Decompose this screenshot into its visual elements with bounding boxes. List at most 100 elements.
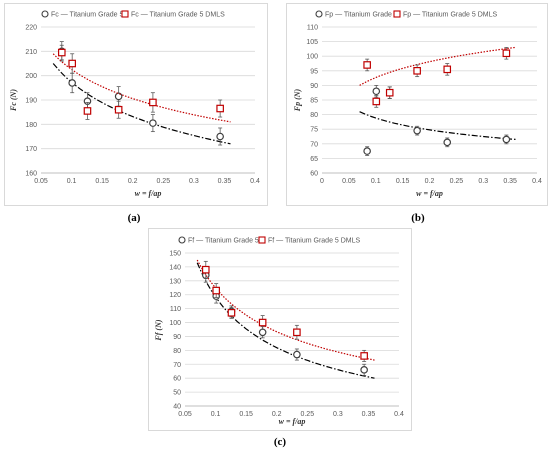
x-tick-label: 0.3 <box>189 178 199 185</box>
x-tick-label: 0.4 <box>532 178 542 185</box>
panel-caption-b: (b) <box>411 212 425 224</box>
x-tick-label: 0.4 <box>250 178 260 185</box>
y-tick-label: 210 <box>25 49 37 56</box>
data-point-grade5 <box>360 366 368 374</box>
data-point-dmls <box>216 104 224 113</box>
y-tick-label: 70 <box>173 362 181 369</box>
y-axis-label: Fp (N) <box>293 88 302 112</box>
data-point-dmls <box>114 105 123 114</box>
legend-label: Fc — Titanium Grade 5 DMLS <box>131 12 225 19</box>
y-tick-label: 150 <box>169 251 181 258</box>
trendline-grade5 <box>52 63 231 145</box>
x-tick-label: 0.4 <box>394 411 404 418</box>
data-point-dmls <box>360 352 368 360</box>
x-tick-label: 0 <box>320 178 324 185</box>
x-tick-label: 0.35 <box>503 178 517 185</box>
x-tick-label: 0.15 <box>95 178 109 185</box>
y-tick-label: 180 <box>25 122 37 129</box>
y-tick-label: 100 <box>306 54 318 61</box>
data-point-dmls <box>372 97 381 106</box>
y-tick-label: 80 <box>173 348 181 355</box>
y-tick-label: 70 <box>310 141 318 148</box>
data-point-dmls <box>201 265 210 274</box>
x-tick-label: 0.35 <box>362 411 376 418</box>
data-point-dmls <box>227 309 236 317</box>
x-axis-label: w = f/ap <box>135 189 162 198</box>
data-point-grade5 <box>258 328 267 337</box>
y-tick-label: 200 <box>25 73 37 80</box>
y-tick-label: 50 <box>173 390 181 397</box>
legend-label: Fp — Titanium Grade 5 <box>325 12 398 19</box>
x-tick-label: 0.3 <box>333 411 343 418</box>
data-point-dmls <box>413 66 421 75</box>
chart-frame-c <box>148 228 412 431</box>
y-axis-label: Ff (N) <box>154 319 163 341</box>
chart-frame-a <box>4 3 268 206</box>
y-tick-label: 160 <box>25 171 37 178</box>
trendline-dmls <box>196 259 375 361</box>
legend-marker-square <box>393 10 401 18</box>
x-tick-label: 0.1 <box>211 411 221 418</box>
y-tick-label: 105 <box>306 39 318 46</box>
data-point-dmls <box>258 318 267 327</box>
data-point-dmls <box>68 59 76 68</box>
trendline-grade5 <box>359 111 516 140</box>
x-tick-label: 0.05 <box>342 178 356 185</box>
legend-marker-circle <box>178 236 186 244</box>
data-point-dmls <box>385 88 394 97</box>
x-tick-label: 0.15 <box>239 411 253 418</box>
x-axis-label: w = f/ap <box>416 189 443 198</box>
data-point-grade5 <box>293 350 301 359</box>
chart-frame-b <box>286 3 548 206</box>
y-tick-label: 80 <box>310 112 318 119</box>
x-tick-label: 0.2 <box>128 178 138 185</box>
trendline-dmls <box>359 46 516 86</box>
panel-caption-c: (c) <box>273 436 287 448</box>
y-tick-label: 90 <box>173 334 181 341</box>
data-point-grade5 <box>372 87 381 96</box>
trendline-grade5 <box>196 262 375 379</box>
legend-label: Ff — Titanium Grade 5 <box>188 238 259 245</box>
x-tick-label: 0.1 <box>371 178 381 185</box>
legend-label: Fc — Titanium Grade 5 <box>51 12 123 19</box>
data-point-dmls <box>293 328 301 337</box>
y-tick-label: 85 <box>310 98 318 105</box>
y-tick-label: 40 <box>173 404 181 411</box>
x-tick-label: 0.35 <box>218 178 232 185</box>
y-axis-label: Fc (N) <box>9 89 18 112</box>
y-tick-label: 130 <box>169 278 181 285</box>
legend-marker-circle <box>41 10 49 18</box>
y-tick-label: 65 <box>310 156 318 163</box>
data-point-grade5 <box>502 135 511 144</box>
y-tick-label: 220 <box>25 25 37 32</box>
data-point-dmls <box>212 286 220 295</box>
x-tick-label: 0.25 <box>450 178 464 185</box>
y-tick-label: 190 <box>25 98 37 105</box>
y-tick-label: 95 <box>310 68 318 75</box>
x-axis-label: w = f/ap <box>279 417 306 426</box>
data-point-dmls <box>149 98 157 107</box>
data-point-grade5 <box>413 126 421 135</box>
x-tick-label: 0.2 <box>425 178 435 185</box>
data-point-grade5 <box>149 119 157 127</box>
y-tick-label: 60 <box>310 171 318 178</box>
y-tick-label: 110 <box>170 306 181 313</box>
y-tick-label: 75 <box>310 127 318 134</box>
data-point-grade5 <box>216 132 224 141</box>
y-tick-label: 170 <box>25 146 37 153</box>
y-tick-label: 90 <box>310 83 318 90</box>
x-tick-label: 0.15 <box>396 178 410 185</box>
x-tick-label: 0.05 <box>178 411 192 418</box>
data-point-grade5 <box>363 147 371 155</box>
x-tick-label: 0.25 <box>300 411 314 418</box>
y-tick-label: 60 <box>173 376 181 383</box>
y-tick-label: 120 <box>169 292 181 299</box>
legend-marker-square <box>121 10 129 18</box>
x-tick-label: 0.2 <box>272 411 282 418</box>
x-tick-label: 0.3 <box>478 178 488 185</box>
data-point-grade5 <box>443 138 452 147</box>
data-point-dmls <box>83 107 92 115</box>
panel-caption-a: (a) <box>127 212 141 224</box>
